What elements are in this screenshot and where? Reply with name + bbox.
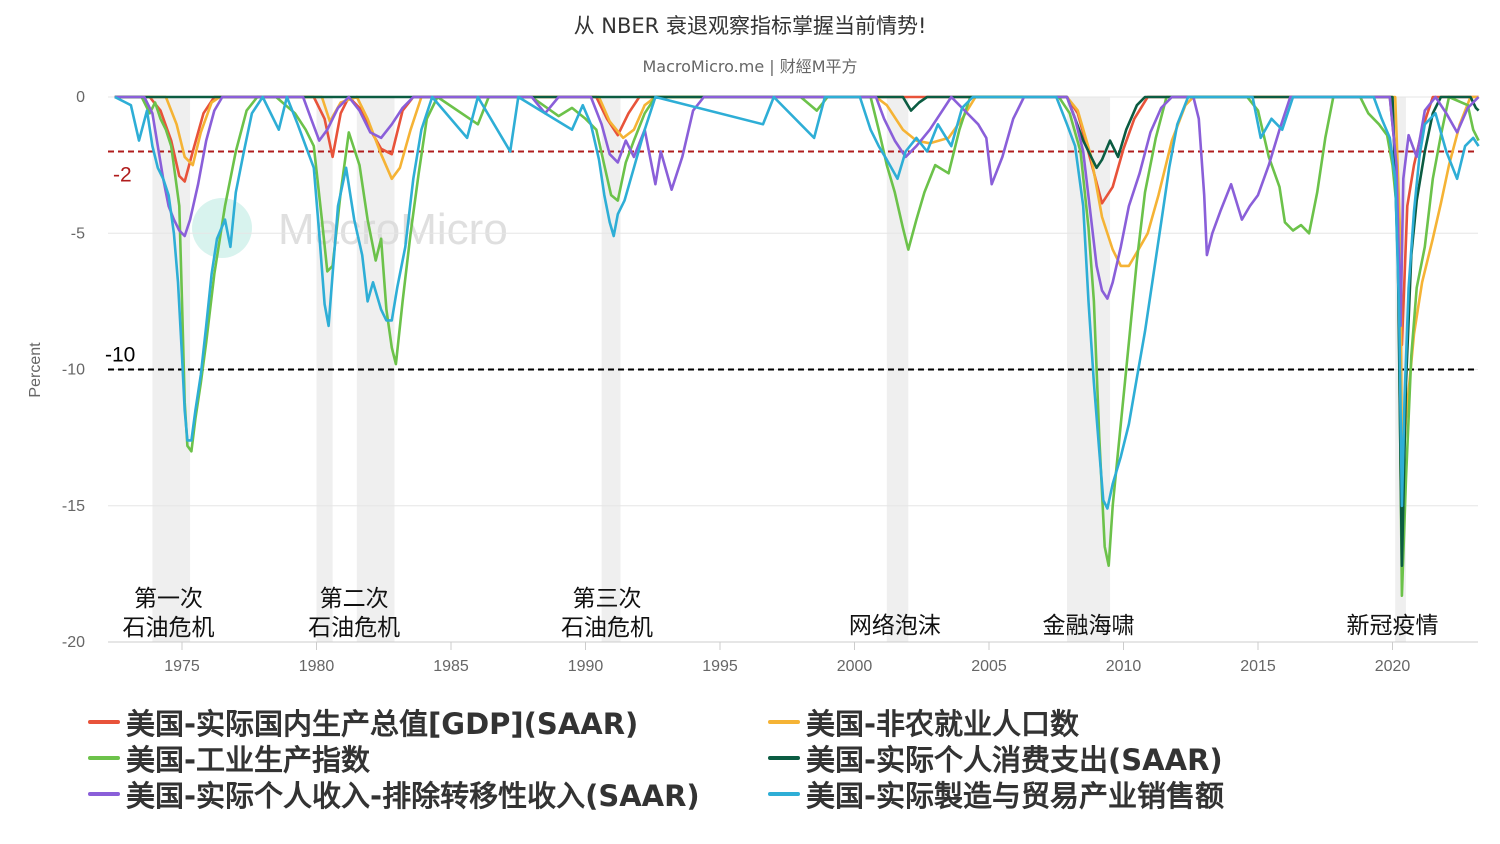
recession-label-1-line-2: 石油危机 bbox=[308, 614, 400, 640]
x-tick-label: 2000 bbox=[837, 658, 873, 675]
legend-swatch bbox=[88, 756, 120, 760]
recession-label-0-line-1: 第一次 bbox=[134, 585, 203, 611]
legend-item-5[interactable]: 美国-实际製造与贸易产业销售额 bbox=[768, 776, 1225, 813]
legend-swatch bbox=[88, 720, 120, 724]
legend-item-4[interactable]: 美国-实际个人收入-排除转移性收入(SAAR) bbox=[88, 776, 700, 813]
legend-label: 美国-实际个人消费支出(SAAR) bbox=[806, 743, 1223, 777]
legend-item-1[interactable]: 美国-非农就业人口数 bbox=[768, 704, 1080, 741]
legend-swatch bbox=[768, 756, 800, 760]
x-tick-label: 1990 bbox=[568, 658, 604, 675]
legend-swatch bbox=[88, 792, 120, 796]
legend-label: 美国-实际製造与贸易产业销售额 bbox=[806, 779, 1225, 813]
series-line-4 bbox=[114, 95, 1480, 328]
recession-label-3: 网络泡沫 bbox=[849, 612, 941, 638]
legend-swatch bbox=[768, 792, 800, 796]
legend-swatch bbox=[768, 720, 800, 724]
x-tick-label: 1995 bbox=[702, 658, 738, 675]
reference-line-label-1: -10 bbox=[105, 344, 135, 367]
recession-label-0-line-2: 石油危机 bbox=[123, 614, 215, 640]
recession-label-5: 新冠疫情 bbox=[1347, 612, 1439, 638]
x-tick-label: 2020 bbox=[1375, 658, 1411, 675]
legend-label: 美国-实际国内生产总值[GDP](SAAR) bbox=[126, 707, 639, 741]
y-tick-label: -5 bbox=[71, 225, 85, 242]
recession-label-2-line-1: 第三次 bbox=[573, 585, 642, 611]
legend-label: 美国-工业生产指数 bbox=[126, 743, 371, 777]
reference-line-label-0: -2 bbox=[113, 164, 132, 187]
recession-label-4: 金融海啸 bbox=[1043, 612, 1135, 638]
x-tick-label: 2015 bbox=[1240, 658, 1276, 675]
x-tick-label: 1985 bbox=[433, 658, 469, 675]
x-tick-label: 1980 bbox=[299, 658, 335, 675]
watermark-text: MacroMicro bbox=[278, 205, 508, 254]
x-tick-label: 1975 bbox=[164, 658, 200, 675]
y-tick-label: -20 bbox=[62, 634, 85, 651]
y-tick-label: -10 bbox=[62, 362, 85, 379]
legend-label: 美国-实际个人收入-排除转移性收入(SAAR) bbox=[126, 779, 700, 813]
recession-label-2-line-2: 石油危机 bbox=[561, 614, 653, 640]
chart-subtitle: MacroMicro.me | 财經M平方 bbox=[642, 57, 858, 76]
legend-item-2[interactable]: 美国-工业生产指数 bbox=[88, 740, 371, 777]
legend-item-0[interactable]: 美国-实际国内生产总值[GDP](SAAR) bbox=[88, 704, 639, 741]
x-tick-label: 2005 bbox=[971, 658, 1007, 675]
legend-item-3[interactable]: 美国-实际个人消费支出(SAAR) bbox=[768, 740, 1223, 777]
x-tick-label: 2010 bbox=[1106, 658, 1142, 675]
legend-label: 美国-非农就业人口数 bbox=[806, 707, 1080, 741]
y-tick-label: -15 bbox=[62, 498, 85, 515]
chart-svg: MacroMicro 0 -5 -10 -15 -20 1975 1980 1985 1990 19… bbox=[27, 89, 1480, 675]
series-line-5 bbox=[114, 95, 1480, 510]
recession-label-1-line-1: 第二次 bbox=[320, 585, 389, 611]
chart-title: 从 NBER 衰退观察指标掌握当前情势! bbox=[573, 14, 927, 38]
y-tick-label: 0 bbox=[76, 89, 85, 106]
series-line-2 bbox=[114, 95, 1480, 597]
y-axis-label: Percent bbox=[27, 342, 44, 398]
